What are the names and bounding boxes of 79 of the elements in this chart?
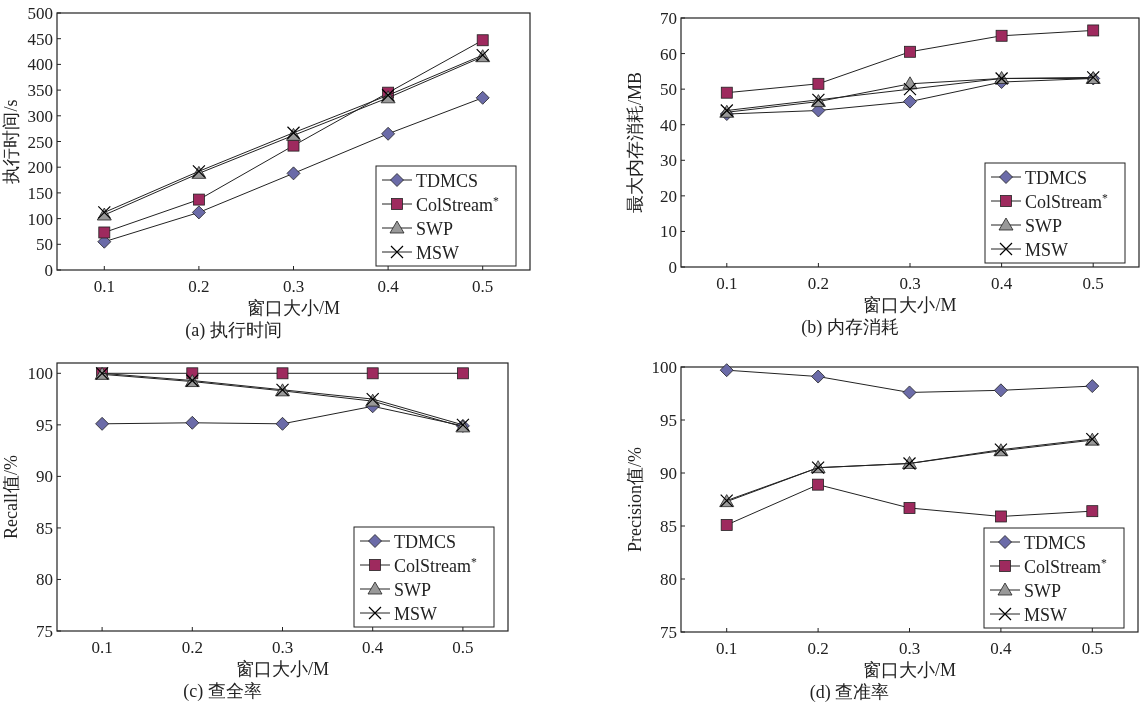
x-axis-title: 窗口大小/M (246, 298, 341, 318)
x-tick-label: 0.1 (91, 638, 113, 657)
legend-label: SWP (1025, 216, 1063, 236)
y-tick-label: 60 (660, 44, 677, 64)
x-tick-label: 0.5 (472, 277, 494, 296)
x-tick-label: 0.4 (362, 638, 384, 657)
legend-label: ColStream$^{*}$ (394, 555, 477, 576)
y-tick-label: 50 (660, 80, 677, 100)
y-tick-label: 20 (660, 186, 677, 206)
y-tick-label: 95 (660, 411, 677, 430)
x-tick-label: 0.3 (271, 638, 294, 657)
y-axis-title: Recall值/% (1, 455, 21, 539)
legend-label: TDMCS (394, 532, 457, 552)
y-tick-label: 500 (27, 4, 53, 23)
y-tick-label: 0 (44, 261, 53, 280)
x-axis-title: 窗口大小/M (862, 660, 957, 680)
legend-label: SWP (416, 219, 454, 239)
y-tick-label: 85 (660, 517, 677, 536)
x-tick-label: 0.3 (898, 639, 921, 658)
x-tick-label: 0.4 (990, 274, 1013, 293)
y-tick-label: 95 (36, 415, 53, 435)
y-tick-label: 250 (27, 132, 53, 152)
x-axis-title: 窗口大小/M (863, 295, 957, 315)
y-axis-title: 最大内存消耗/MB (625, 71, 645, 214)
y-tick-label: 85 (36, 518, 53, 538)
legend-label: ColStream$^{*}$ (1025, 191, 1108, 212)
y-tick-label: 100 (651, 358, 677, 377)
x-tick-label: 0.2 (807, 639, 829, 658)
x-tick-label: 0.3 (899, 274, 921, 293)
y-axis-title: Precision值/% (625, 447, 645, 552)
y-tick-label: 450 (27, 29, 53, 49)
legend-label: TDMCS (1025, 168, 1088, 188)
y-tick-label: 350 (27, 81, 53, 101)
x-tick-label: 0.3 (282, 277, 305, 296)
y-tick-label: 0 (668, 258, 677, 277)
y-tick-label: 300 (27, 106, 53, 126)
legend-label: TDMCS (1024, 533, 1087, 553)
y-tick-label: 75 (36, 622, 53, 641)
x-tick-label: 0.4 (377, 277, 400, 296)
x-tick-label: 0.1 (716, 274, 738, 293)
x-tick-label: 0.4 (990, 639, 1013, 658)
legend-label: TDMCS (416, 171, 479, 191)
legend-label: MSW (394, 604, 438, 624)
x-tick-label: 0.2 (807, 274, 830, 293)
y-tick-label: 75 (660, 623, 677, 642)
y-tick-label: 400 (27, 55, 53, 75)
legend-label: MSW (1024, 605, 1068, 625)
y-tick-label: 40 (660, 115, 677, 135)
legend-label: ColStream$^{*}$ (1024, 556, 1107, 577)
text: (b) 内存消耗 (801, 317, 899, 338)
legend-label: MSW (1025, 240, 1069, 260)
y-tick-label: 200 (27, 158, 53, 178)
y-tick-label: 10 (660, 222, 677, 242)
text: (d) 查准率 (809, 682, 890, 703)
x-tick-label: 0.2 (188, 277, 210, 296)
x-tick-label: 0.5 (1082, 274, 1104, 293)
y-axis-title: 执行时间/s (1, 99, 21, 184)
legend-label: ColStream$^{*}$ (416, 194, 499, 215)
y-tick-label: 70 (660, 9, 677, 28)
y-tick-label: 30 (660, 151, 677, 171)
y-tick-label: 100 (27, 209, 53, 229)
x-tick-label: 0.1 (93, 277, 115, 296)
x-tick-label: 0.1 (716, 639, 738, 658)
y-tick-label: 50 (36, 235, 53, 255)
y-tick-label: 150 (27, 183, 53, 203)
y-tick-label: 90 (660, 464, 677, 483)
legend-label: MSW (416, 243, 460, 263)
x-tick-label: 0.2 (181, 638, 203, 657)
x-axis-title: 窗口大小/M (235, 659, 330, 679)
legend-label: SWP (394, 580, 432, 600)
x-tick-label: 0.5 (452, 638, 474, 657)
y-tick-label: 100 (27, 364, 53, 384)
text: (a) 执行时间 (185, 320, 282, 341)
y-tick-label: 80 (36, 570, 53, 590)
x-tick-label: 0.5 (1081, 639, 1103, 658)
text: (c) 查全率 (183, 681, 262, 702)
legend-label: SWP (1024, 581, 1062, 601)
y-tick-label: 80 (660, 570, 677, 589)
y-tick-label: 90 (36, 467, 53, 487)
